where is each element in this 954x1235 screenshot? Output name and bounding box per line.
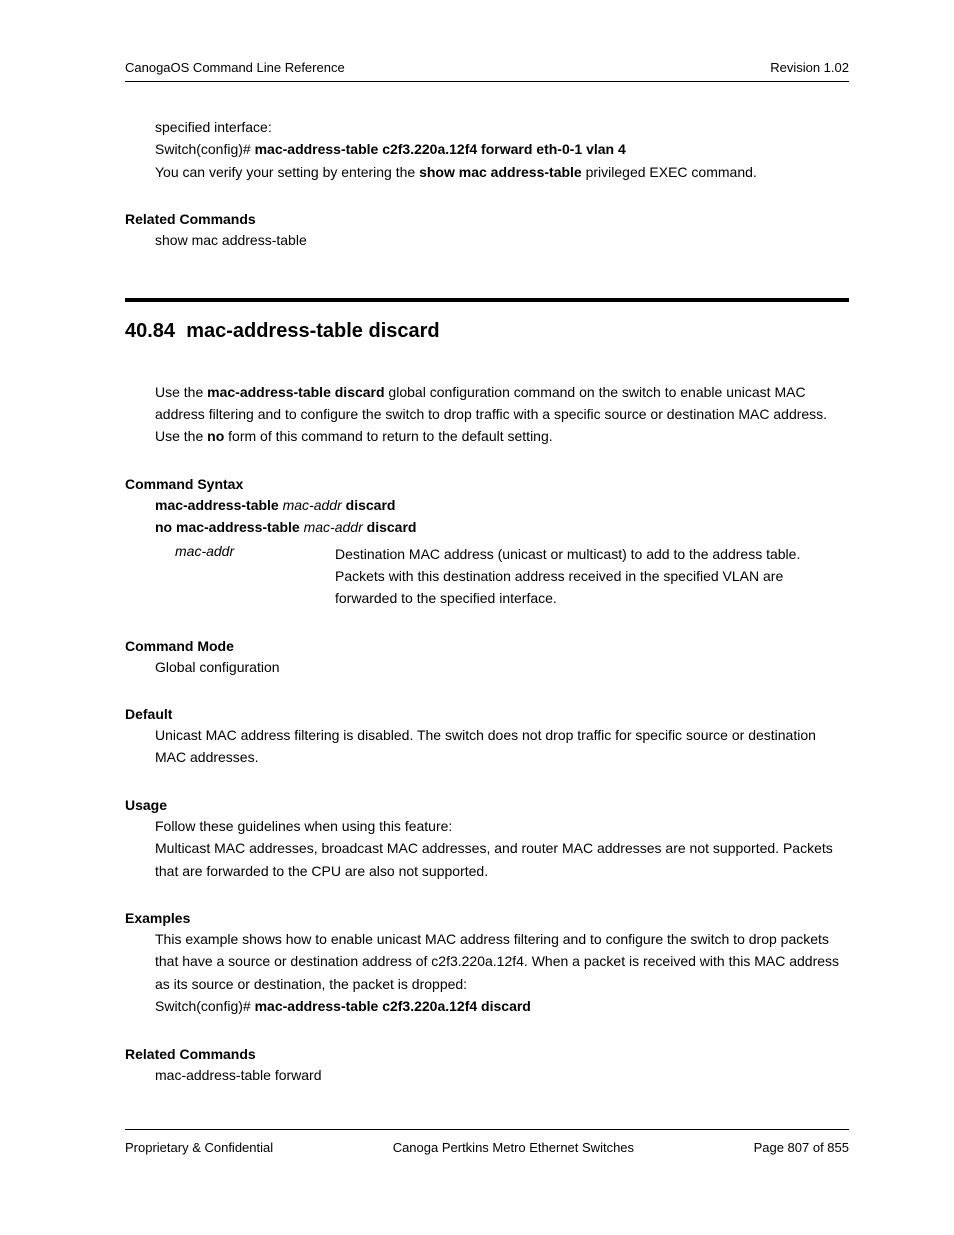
intro-pre: Use the xyxy=(155,384,207,400)
examples-prompt: Switch(config)# xyxy=(155,998,255,1014)
footer-right: Page 807 of 855 xyxy=(754,1140,849,1155)
section-intro: Use the mac-address-table discard global… xyxy=(155,381,849,448)
footer-left: Proprietary & Confidential xyxy=(125,1140,273,1155)
default-body: Unicast MAC address filtering is disable… xyxy=(155,724,849,769)
header-right: Revision 1.02 xyxy=(770,60,849,75)
section-number: 40.84 xyxy=(125,320,175,342)
section-name: mac-address-table discard xyxy=(186,320,439,342)
related-heading: Related Commands xyxy=(125,1046,849,1062)
spec-interface-line: specified interface: xyxy=(155,116,849,138)
prev-section-tail: specified interface: Switch(config)# mac… xyxy=(155,116,849,183)
usage-heading: Usage xyxy=(125,797,849,813)
examples-text: This example shows how to enable unicast… xyxy=(155,931,839,992)
document-page: CanogaOS Command Line Reference Revision… xyxy=(0,0,954,1235)
section-title: 40.84 mac-address-table discard xyxy=(125,320,849,343)
examples-body: This example shows how to enable unicast… xyxy=(155,928,849,1018)
param-row: mac-addr Destination MAC address (unicas… xyxy=(155,543,849,610)
param-desc: Destination MAC address (unicast or mult… xyxy=(335,543,849,610)
prev-verify-pre: You can verify your setting by entering … xyxy=(155,164,419,180)
intro-bold2: no xyxy=(207,428,224,444)
syntax2-arg: mac-addr xyxy=(304,519,363,535)
prev-verify-post: privileged EXEC command. xyxy=(582,164,757,180)
examples-cmd: mac-address-table c2f3.220a.12f4 discard xyxy=(255,998,531,1014)
syntax-line-1: mac-address-table mac-addr discard xyxy=(155,494,849,516)
syntax1-b2: discard xyxy=(346,497,396,513)
param-name: mac-addr xyxy=(155,543,335,610)
intro-post: form of this command to return to the de… xyxy=(224,428,552,444)
syntax1-arg: mac-addr xyxy=(283,497,342,513)
prev-verify-bold: show mac address-table xyxy=(419,164,582,180)
prev-cmd-line: Switch(config)# mac-address-table c2f3.2… xyxy=(155,138,849,160)
intro-bold1: mac-address-table discard xyxy=(207,384,384,400)
mode-heading: Command Mode xyxy=(125,638,849,654)
syntax2-b2: discard xyxy=(367,519,417,535)
syntax1-b1: mac-address-table xyxy=(155,497,279,513)
related-body: mac-address-table forward xyxy=(155,1064,849,1086)
mode-body: Global configuration xyxy=(155,656,849,678)
prev-related-heading: Related Commands xyxy=(125,211,849,227)
prev-prompt: Switch(config)# xyxy=(155,141,255,157)
section-rule xyxy=(125,298,849,302)
footer-center: Canoga Pertkins Metro Ethernet Switches xyxy=(393,1140,634,1155)
header-left: CanogaOS Command Line Reference xyxy=(125,60,345,75)
prev-related-body: show mac address-table xyxy=(155,229,849,251)
syntax-heading: Command Syntax xyxy=(125,476,849,492)
examples-heading: Examples xyxy=(125,910,849,926)
prev-cmd-bold: mac-address-table c2f3.220a.12f4 forward… xyxy=(255,141,626,157)
prev-verify-line: You can verify your setting by entering … xyxy=(155,161,849,183)
page-footer: Proprietary & Confidential Canoga Pertki… xyxy=(125,1129,849,1155)
default-heading: Default xyxy=(125,706,849,722)
syntax-line-2: no mac-address-table mac-addr discard xyxy=(155,516,849,538)
usage-body: Follow these guidelines when using this … xyxy=(155,815,849,882)
syntax2-b1: no mac-address-table xyxy=(155,519,300,535)
page-header: CanogaOS Command Line Reference Revision… xyxy=(125,60,849,82)
